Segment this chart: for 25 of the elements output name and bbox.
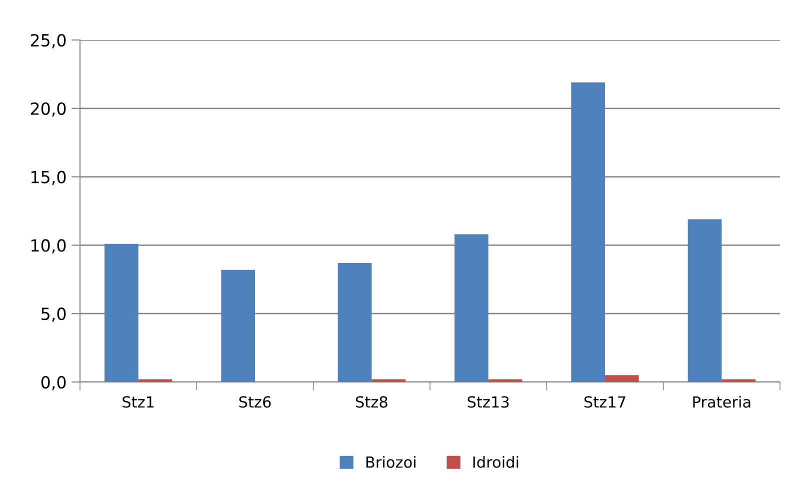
bar bbox=[454, 234, 488, 382]
y-tick-label: 25,0 bbox=[30, 34, 66, 48]
legend-label: Idroidi bbox=[473, 456, 518, 468]
bar bbox=[605, 375, 639, 382]
y-tick-label: 5,0 bbox=[42, 308, 66, 322]
y-tick-label: 0,0 bbox=[41, 376, 66, 390]
x-tick-label: Prateria bbox=[693, 396, 750, 408]
x-tick-label: Stz6 bbox=[239, 396, 271, 408]
bar bbox=[338, 262, 372, 382]
bar bbox=[221, 270, 255, 382]
x-tick-label: Stz13 bbox=[468, 396, 509, 408]
bar bbox=[488, 379, 522, 382]
bar bbox=[571, 82, 605, 382]
y-tick-label: 20,0 bbox=[30, 102, 66, 117]
legend-label: Briozoi bbox=[366, 456, 416, 468]
x-tick-label: Stz17 bbox=[584, 396, 626, 408]
y-tick-label: 10,0 bbox=[32, 239, 66, 254]
bar bbox=[138, 379, 172, 382]
x-tick-label: Stz1 bbox=[122, 396, 154, 408]
bar bbox=[104, 244, 138, 382]
bar bbox=[372, 379, 406, 382]
bar bbox=[688, 219, 722, 382]
y-tick-label: 15,0 bbox=[32, 170, 66, 186]
x-tick-label: Stz8 bbox=[356, 396, 388, 408]
bar bbox=[722, 379, 756, 382]
